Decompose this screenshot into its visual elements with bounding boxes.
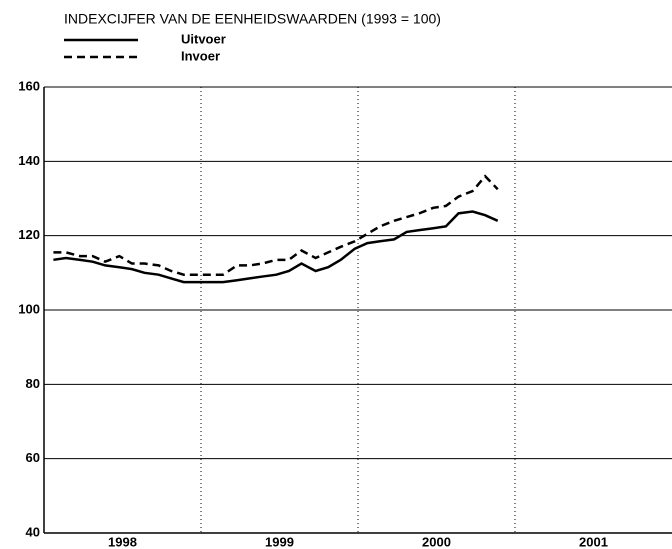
series-line: [53, 174, 499, 276]
y-tick-label: 100: [18, 301, 40, 316]
x-tick-label: 1998: [108, 534, 137, 549]
y-tick-label: 40: [26, 524, 40, 539]
y-tick-label: 140: [18, 153, 40, 168]
legend-label: Invoer: [181, 48, 220, 63]
y-tick-label: 120: [18, 227, 40, 242]
legend-label: Uitvoer: [181, 31, 226, 46]
x-tick-label: 2000: [422, 534, 451, 549]
y-tick-label: 80: [26, 376, 40, 391]
x-tick-label: 1999: [265, 534, 294, 549]
y-tick-label: 160: [18, 78, 40, 93]
y-tick-label: 60: [26, 450, 40, 465]
x-tick-label: 2001: [579, 534, 608, 549]
chart-title: INDEXCIJFER VAN DE EENHEIDSWAARDEN (1993…: [64, 11, 441, 27]
series-line: [53, 210, 499, 284]
